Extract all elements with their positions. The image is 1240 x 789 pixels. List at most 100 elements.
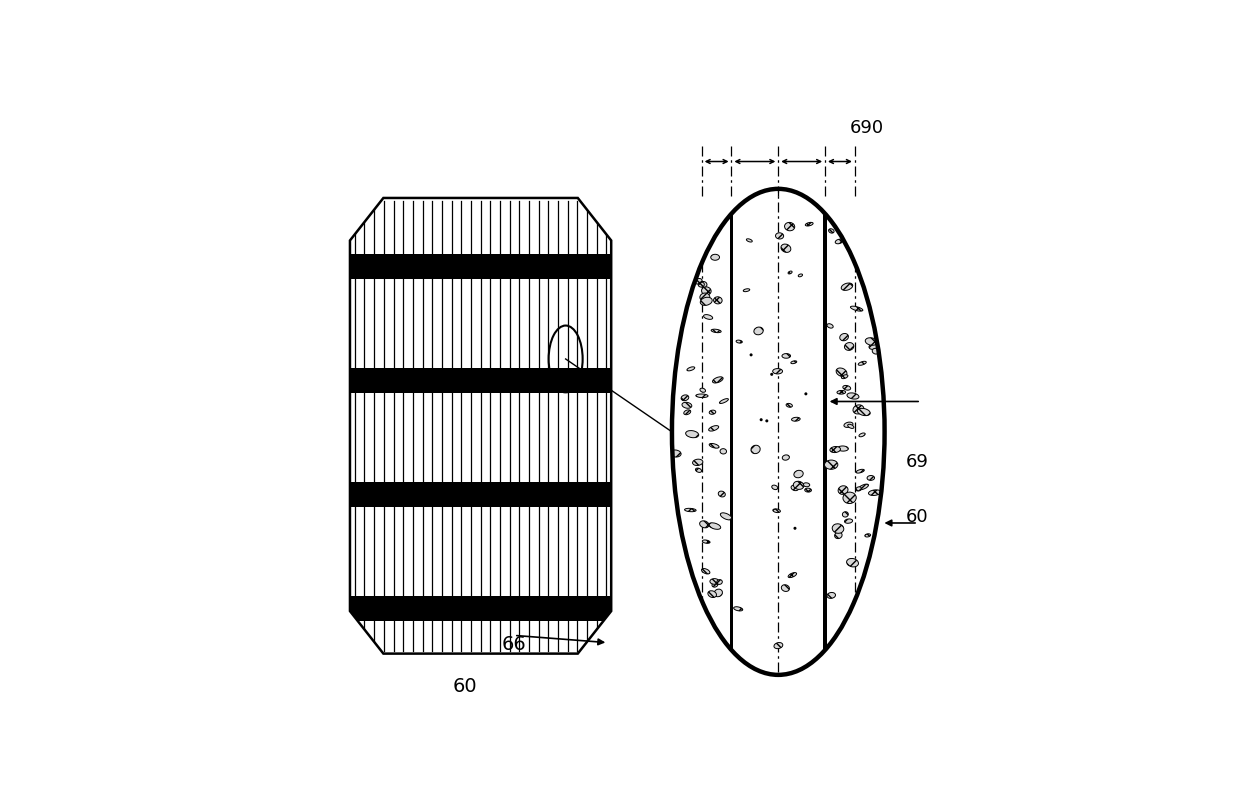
Text: 690: 690 [849,119,883,137]
Ellipse shape [791,417,800,421]
Ellipse shape [858,484,868,490]
Ellipse shape [789,573,796,578]
Ellipse shape [837,391,846,394]
Ellipse shape [709,578,719,585]
Ellipse shape [702,569,711,574]
Ellipse shape [844,422,853,428]
Ellipse shape [799,274,802,277]
Text: 60: 60 [906,508,929,526]
Ellipse shape [842,512,848,517]
Ellipse shape [858,361,867,365]
Ellipse shape [734,607,743,611]
Ellipse shape [699,282,707,287]
Ellipse shape [702,540,711,544]
Ellipse shape [835,532,842,539]
Ellipse shape [869,344,877,350]
Ellipse shape [711,254,719,260]
Ellipse shape [856,487,862,491]
Ellipse shape [848,424,854,428]
Ellipse shape [686,431,698,438]
Ellipse shape [789,271,792,274]
Ellipse shape [699,293,709,301]
Ellipse shape [719,398,728,403]
Ellipse shape [825,460,838,469]
Ellipse shape [847,393,859,399]
Ellipse shape [841,283,853,290]
Bar [730,189,733,675]
Ellipse shape [839,334,848,341]
Ellipse shape [794,470,804,478]
Ellipse shape [771,485,777,490]
Text: 60: 60 [453,677,477,696]
Ellipse shape [765,420,769,422]
Ellipse shape [844,342,854,350]
Ellipse shape [713,297,722,304]
Ellipse shape [760,418,763,421]
Ellipse shape [708,523,720,529]
Ellipse shape [782,455,790,460]
Ellipse shape [720,449,727,454]
Ellipse shape [859,433,866,437]
Ellipse shape [749,353,753,357]
Ellipse shape [857,409,870,416]
Ellipse shape [709,443,719,448]
Ellipse shape [827,323,833,328]
Ellipse shape [709,410,715,414]
Ellipse shape [694,279,702,284]
Ellipse shape [699,388,706,392]
Ellipse shape [696,468,702,473]
Ellipse shape [773,509,780,513]
Ellipse shape [864,534,870,537]
Ellipse shape [794,527,796,529]
Ellipse shape [832,524,843,533]
Ellipse shape [805,222,813,226]
Ellipse shape [785,222,795,231]
Ellipse shape [696,394,708,398]
Ellipse shape [712,582,718,587]
Ellipse shape [791,485,799,491]
Text: 66: 66 [502,635,526,654]
Ellipse shape [830,447,841,453]
Ellipse shape [743,289,750,292]
Ellipse shape [720,513,732,520]
Ellipse shape [828,229,835,233]
Ellipse shape [853,405,864,414]
Ellipse shape [717,580,723,585]
Ellipse shape [851,306,863,311]
Ellipse shape [754,327,764,335]
Ellipse shape [837,446,848,451]
Ellipse shape [737,340,743,343]
Ellipse shape [702,287,711,295]
Ellipse shape [681,394,688,401]
Ellipse shape [867,476,874,481]
Ellipse shape [684,508,696,512]
Ellipse shape [804,483,810,487]
Ellipse shape [770,373,774,376]
Ellipse shape [844,519,853,523]
Text: 69: 69 [906,453,929,471]
Ellipse shape [842,375,848,379]
Ellipse shape [866,338,878,346]
Ellipse shape [782,353,791,358]
Ellipse shape [698,282,704,287]
Ellipse shape [836,239,843,244]
Ellipse shape [805,488,811,492]
Ellipse shape [708,425,719,431]
Ellipse shape [794,481,804,489]
Bar [350,481,611,507]
Ellipse shape [843,386,851,390]
Bar [350,368,611,393]
Ellipse shape [672,189,884,675]
Ellipse shape [693,459,703,466]
Ellipse shape [836,368,847,376]
Ellipse shape [781,244,791,252]
Ellipse shape [701,297,712,305]
Ellipse shape [781,585,790,592]
Ellipse shape [699,521,709,528]
Ellipse shape [786,403,792,407]
Ellipse shape [751,445,760,454]
Ellipse shape [713,377,723,383]
Ellipse shape [682,402,692,408]
Ellipse shape [856,469,864,473]
Ellipse shape [872,348,879,354]
